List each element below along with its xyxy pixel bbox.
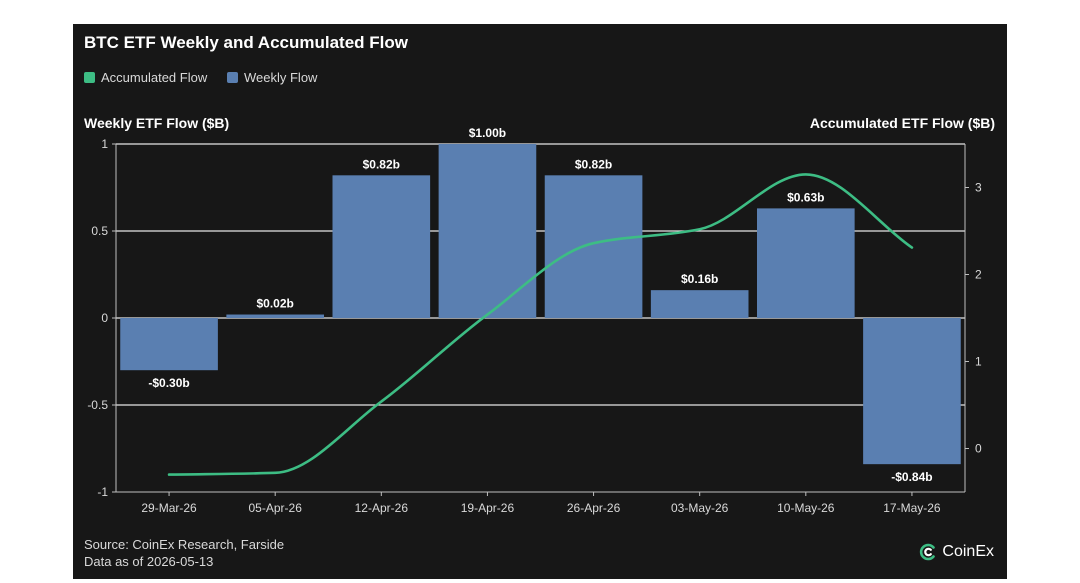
bar-data-label: -$0.30b — [148, 376, 189, 390]
y-axis-left-title: Weekly ETF Flow ($B) — [84, 115, 230, 131]
x-tick-label: 12-Apr-26 — [355, 501, 409, 515]
bar-weekly-flow — [544, 175, 643, 318]
x-tick-label: 19-Apr-26 — [461, 501, 515, 515]
x-tick-label: 29-Mar-26 — [141, 501, 197, 515]
bar-data-label: $0.82b — [575, 157, 612, 171]
brand-logo: CoinEx — [918, 542, 994, 562]
bar-weekly-flow — [863, 318, 961, 465]
y-tick-label-left: -1 — [97, 485, 108, 499]
y-tick-label-right: 3 — [975, 181, 982, 195]
bar-data-label: $0.63b — [787, 190, 824, 204]
y-tick-label-right: 0 — [975, 442, 982, 456]
bar-data-label: $1.00b — [469, 126, 506, 140]
x-tick-label: 26-Apr-26 — [567, 501, 621, 515]
bar-data-label: -$0.84b — [891, 470, 932, 484]
y-tick-label-left: -0.5 — [87, 398, 108, 412]
x-tick-label: 03-May-26 — [671, 501, 729, 515]
y-tick-label-right: 2 — [975, 268, 982, 282]
y-tick-label-right: 1 — [975, 355, 982, 369]
bar-data-label: $0.16b — [681, 272, 718, 286]
bar-weekly-flow — [650, 290, 749, 318]
x-tick-label: 17-May-26 — [883, 501, 941, 515]
x-tick-label: 10-May-26 — [777, 501, 835, 515]
x-tick-label: 05-Apr-26 — [249, 501, 303, 515]
bar-weekly-flow — [756, 208, 855, 318]
y-tick-label-left: 0.5 — [91, 224, 108, 238]
bar-weekly-flow — [332, 175, 431, 318]
bar-weekly-flow — [120, 318, 218, 371]
bar-weekly-flow — [438, 144, 537, 318]
legend-item-accumulated-flow[interactable]: Accumulated Flow — [84, 70, 207, 85]
chart-title: BTC ETF Weekly and Accumulated Flow — [84, 33, 408, 52]
legend-label-accumulated-flow: Accumulated Flow — [101, 70, 208, 85]
footer-source: Source: CoinEx Research, Farside — [84, 537, 285, 552]
footer-date: Data as of 2026-05-13 — [84, 554, 214, 569]
legend-label-weekly-flow: Weekly Flow — [244, 70, 318, 85]
coinex-logo-icon — [920, 543, 936, 561]
y-tick-label-left: 1 — [101, 137, 108, 151]
y-tick-label-left: 0 — [101, 311, 108, 325]
y-axis-right-title: Accumulated ETF Flow ($B) — [809, 115, 995, 131]
bar-data-label: $0.82b — [363, 157, 400, 171]
chart-card: BTC ETF Weekly and Accumulated Flow Accu… — [73, 24, 1007, 579]
legend-swatch-accumulated-flow — [84, 72, 95, 83]
chart-plot: -1 -0.5 0 0.5 1 0 1 2 3 -$0.30b $0.02b $0.82b $1.00b… — [87, 126, 982, 515]
brand-name: CoinEx — [942, 543, 994, 560]
bar-weekly-flow — [226, 314, 325, 318]
line-accumulated-flow — [167, 173, 914, 476]
legend-item-weekly-flow[interactable]: Weekly Flow — [227, 70, 317, 85]
legend-swatch-weekly-flow — [227, 72, 238, 83]
bar-data-label: $0.02b — [257, 297, 294, 311]
